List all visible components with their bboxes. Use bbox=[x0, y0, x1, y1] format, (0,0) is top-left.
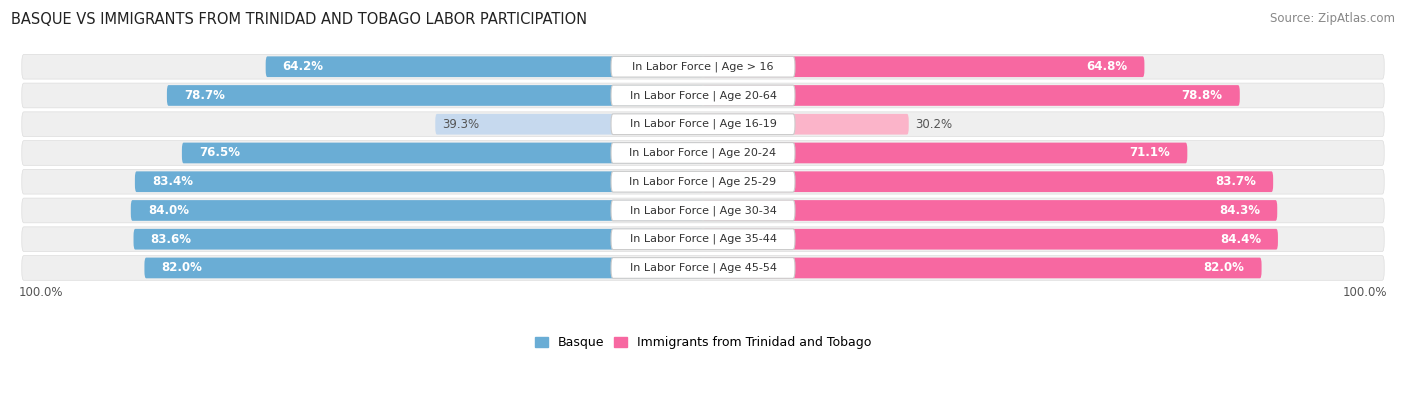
Text: 100.0%: 100.0% bbox=[1343, 286, 1388, 299]
Text: In Labor Force | Age 35-44: In Labor Force | Age 35-44 bbox=[630, 234, 776, 245]
Text: In Labor Force | Age > 16: In Labor Force | Age > 16 bbox=[633, 62, 773, 72]
FancyBboxPatch shape bbox=[266, 56, 703, 77]
Text: Source: ZipAtlas.com: Source: ZipAtlas.com bbox=[1270, 12, 1395, 25]
FancyBboxPatch shape bbox=[612, 229, 794, 250]
FancyBboxPatch shape bbox=[612, 56, 794, 77]
Text: In Labor Force | Age 20-24: In Labor Force | Age 20-24 bbox=[630, 148, 776, 158]
FancyBboxPatch shape bbox=[135, 171, 703, 192]
Text: In Labor Force | Age 16-19: In Labor Force | Age 16-19 bbox=[630, 119, 776, 130]
FancyBboxPatch shape bbox=[612, 171, 794, 192]
FancyBboxPatch shape bbox=[22, 169, 1384, 194]
FancyBboxPatch shape bbox=[612, 85, 794, 106]
FancyBboxPatch shape bbox=[134, 229, 703, 250]
Text: 76.5%: 76.5% bbox=[198, 147, 240, 160]
FancyBboxPatch shape bbox=[703, 56, 1144, 77]
Text: 83.7%: 83.7% bbox=[1215, 175, 1256, 188]
FancyBboxPatch shape bbox=[703, 229, 1278, 250]
FancyBboxPatch shape bbox=[22, 227, 1384, 252]
FancyBboxPatch shape bbox=[612, 200, 794, 221]
FancyBboxPatch shape bbox=[22, 55, 1384, 79]
Text: 100.0%: 100.0% bbox=[18, 286, 63, 299]
Text: 39.3%: 39.3% bbox=[441, 118, 479, 131]
FancyBboxPatch shape bbox=[22, 112, 1384, 137]
Text: 78.7%: 78.7% bbox=[184, 89, 225, 102]
Text: 84.0%: 84.0% bbox=[148, 204, 188, 217]
Text: In Labor Force | Age 30-34: In Labor Force | Age 30-34 bbox=[630, 205, 776, 216]
Text: 82.0%: 82.0% bbox=[162, 261, 202, 275]
Text: 83.4%: 83.4% bbox=[152, 175, 193, 188]
FancyBboxPatch shape bbox=[22, 198, 1384, 223]
FancyBboxPatch shape bbox=[703, 85, 1240, 106]
Text: 64.8%: 64.8% bbox=[1087, 60, 1128, 73]
FancyBboxPatch shape bbox=[703, 114, 908, 135]
FancyBboxPatch shape bbox=[22, 141, 1384, 166]
Text: 30.2%: 30.2% bbox=[915, 118, 953, 131]
FancyBboxPatch shape bbox=[181, 143, 703, 163]
FancyBboxPatch shape bbox=[612, 114, 794, 135]
FancyBboxPatch shape bbox=[131, 200, 703, 221]
FancyBboxPatch shape bbox=[145, 258, 703, 278]
FancyBboxPatch shape bbox=[612, 143, 794, 163]
Text: 84.3%: 84.3% bbox=[1219, 204, 1260, 217]
FancyBboxPatch shape bbox=[436, 114, 703, 135]
FancyBboxPatch shape bbox=[703, 143, 1187, 163]
Text: In Labor Force | Age 45-54: In Labor Force | Age 45-54 bbox=[630, 263, 776, 273]
FancyBboxPatch shape bbox=[167, 85, 703, 106]
FancyBboxPatch shape bbox=[612, 258, 794, 278]
FancyBboxPatch shape bbox=[703, 200, 1277, 221]
Text: BASQUE VS IMMIGRANTS FROM TRINIDAD AND TOBAGO LABOR PARTICIPATION: BASQUE VS IMMIGRANTS FROM TRINIDAD AND T… bbox=[11, 12, 588, 27]
Text: 71.1%: 71.1% bbox=[1129, 147, 1170, 160]
Text: In Labor Force | Age 25-29: In Labor Force | Age 25-29 bbox=[630, 177, 776, 187]
Text: In Labor Force | Age 20-64: In Labor Force | Age 20-64 bbox=[630, 90, 776, 101]
Text: 78.8%: 78.8% bbox=[1182, 89, 1223, 102]
FancyBboxPatch shape bbox=[703, 171, 1274, 192]
FancyBboxPatch shape bbox=[22, 83, 1384, 108]
Legend: Basque, Immigrants from Trinidad and Tobago: Basque, Immigrants from Trinidad and Tob… bbox=[536, 336, 870, 349]
Text: 82.0%: 82.0% bbox=[1204, 261, 1244, 275]
FancyBboxPatch shape bbox=[703, 258, 1261, 278]
Text: 83.6%: 83.6% bbox=[150, 233, 191, 246]
Text: 84.4%: 84.4% bbox=[1220, 233, 1261, 246]
Text: 64.2%: 64.2% bbox=[283, 60, 323, 73]
FancyBboxPatch shape bbox=[22, 256, 1384, 280]
